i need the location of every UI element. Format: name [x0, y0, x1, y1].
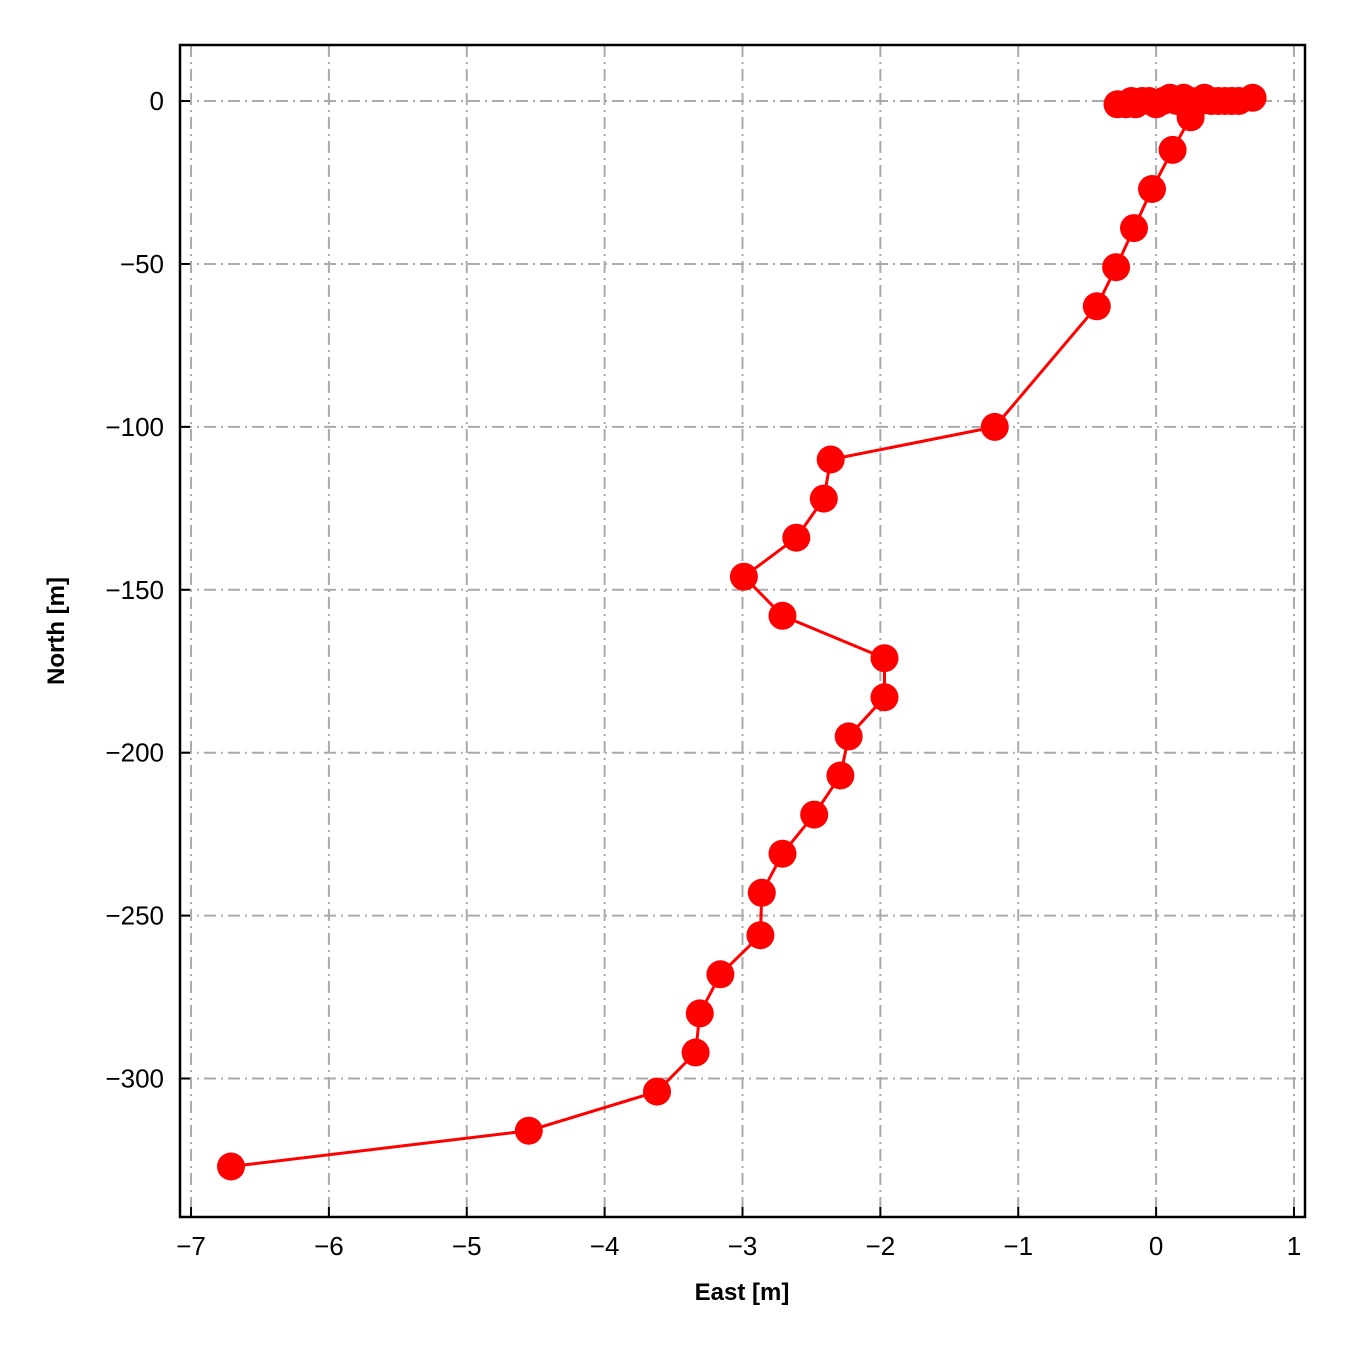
data-point: [1120, 214, 1148, 243]
data-point: [643, 1077, 671, 1106]
x-tick-label: −3: [728, 1231, 758, 1261]
data-point: [782, 523, 811, 552]
data-point: [1102, 253, 1131, 282]
data-point: [746, 921, 775, 950]
y-tick-label: −50: [120, 249, 164, 279]
x-tick-label: −5: [452, 1231, 482, 1261]
data-point: [870, 644, 899, 673]
data-point: [1138, 175, 1166, 203]
data-point: [800, 800, 829, 829]
y-tick-label: −150: [105, 575, 164, 605]
data-point: [1082, 292, 1111, 321]
x-tick-label: −1: [1003, 1231, 1033, 1261]
data-point: [681, 1038, 710, 1067]
x-tick-label: −7: [176, 1231, 206, 1261]
data-point: [809, 484, 838, 513]
data-point: [816, 445, 845, 474]
data-point: [217, 1152, 245, 1181]
grid-layer: [180, 45, 1305, 1217]
y-axis-title: North [m]: [43, 577, 70, 685]
data-point: [514, 1116, 543, 1145]
y-tick-label: −100: [105, 412, 164, 442]
data-point: [729, 562, 758, 591]
x-axis-title: East [m]: [695, 1279, 790, 1306]
data-point: [1238, 83, 1267, 112]
y-tick-label: −250: [105, 901, 164, 931]
data-point: [980, 412, 1009, 441]
x-tick-label: −2: [866, 1231, 896, 1261]
y-tick-label: −300: [105, 1064, 164, 1094]
x-tick-label: 1: [1287, 1231, 1301, 1261]
data-point: [768, 839, 797, 868]
data-point: [826, 761, 855, 790]
data-point: [1158, 135, 1187, 164]
data-point: [747, 878, 776, 907]
series-layer: [217, 83, 1267, 1181]
data-point: [834, 722, 863, 751]
x-tick-label: −6: [314, 1231, 344, 1261]
data-point: [685, 999, 714, 1028]
data-point: [768, 601, 797, 630]
y-tick-label: 0: [150, 86, 164, 116]
data-point: [1176, 103, 1205, 132]
data-point: [706, 960, 735, 989]
tick-layer: −7 −6 −5 −4 −3 −2 −1 0 1 0 −50 −100 −150 −200 −250 −300: [105, 86, 1301, 1261]
x-tick-label: −4: [590, 1231, 620, 1261]
data-point: [870, 683, 899, 712]
y-tick-label: −200: [105, 738, 164, 768]
x-tick-label: 0: [1149, 1231, 1163, 1261]
